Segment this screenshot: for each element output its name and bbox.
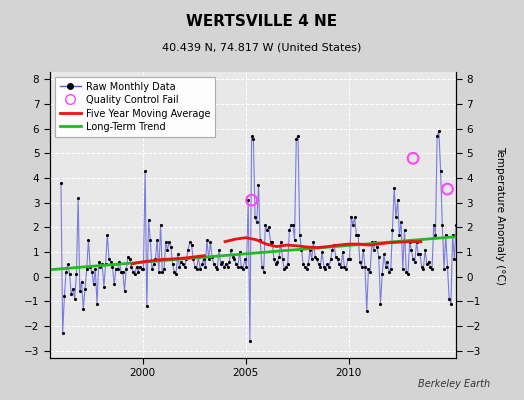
Legend: Raw Monthly Data, Quality Control Fail, Five Year Moving Average, Long-Term Tren: Raw Monthly Data, Quality Control Fail, … [54,77,215,137]
Y-axis label: Temperature Anomaly (°C): Temperature Anomaly (°C) [496,146,506,284]
Text: WERTSVILLE 4 NE: WERTSVILLE 4 NE [187,14,337,29]
Point [443,186,452,192]
Point [247,197,256,204]
Text: 40.439 N, 74.817 W (United States): 40.439 N, 74.817 W (United States) [162,42,362,52]
Text: Berkeley Earth: Berkeley Earth [418,379,490,389]
Point [409,155,417,162]
